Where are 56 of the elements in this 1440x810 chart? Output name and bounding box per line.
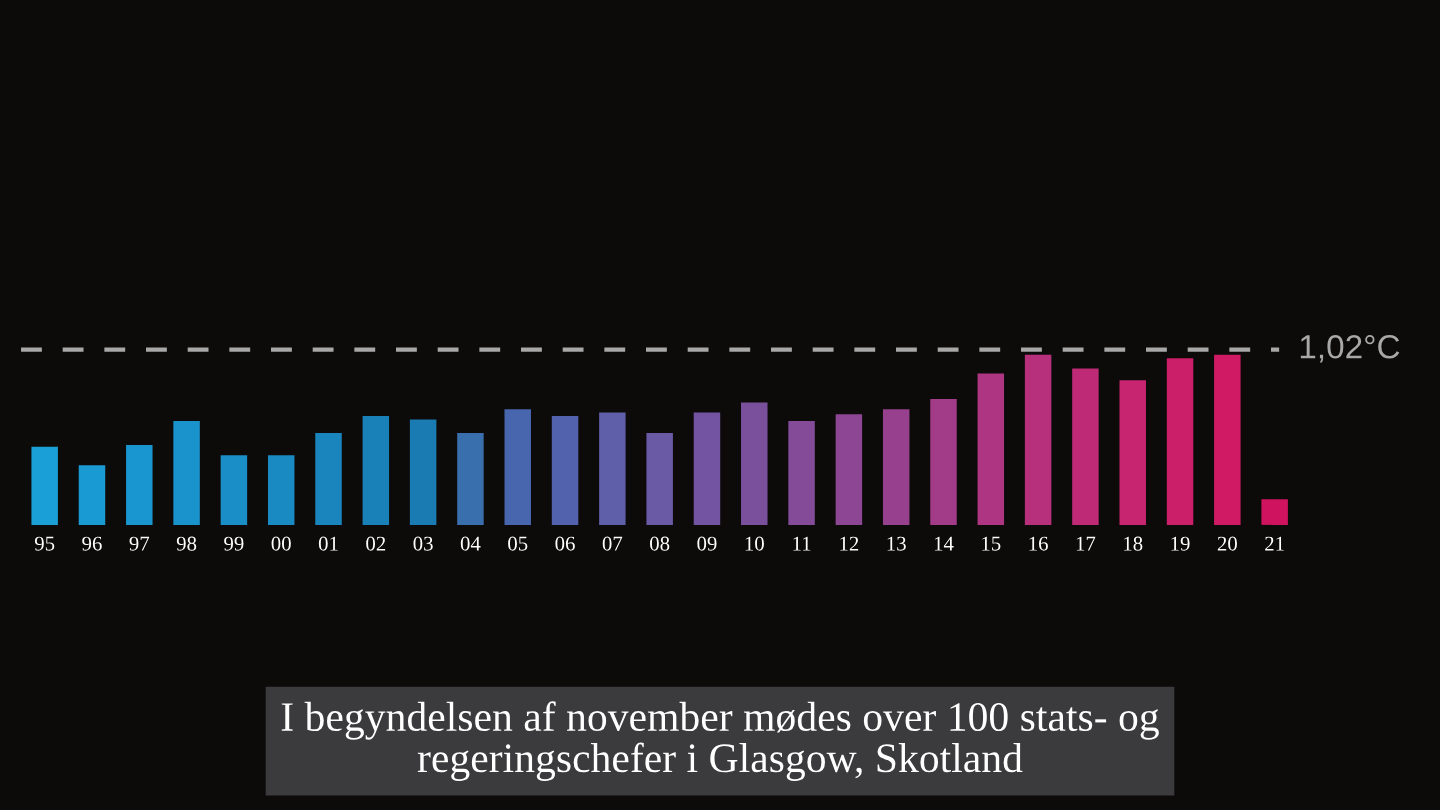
x-tick-label: 06 bbox=[555, 536, 575, 551]
x-tick-label: 99 bbox=[224, 536, 244, 551]
bar bbox=[1166, 358, 1194, 525]
x-tick-label: 10 bbox=[745, 536, 764, 551]
bar bbox=[1024, 354, 1052, 525]
bar bbox=[1119, 380, 1146, 525]
x-tick-label: 11 bbox=[793, 536, 811, 551]
x-tick-label: 12 bbox=[840, 536, 859, 551]
bar bbox=[457, 433, 484, 525]
bar bbox=[220, 455, 248, 525]
x-tick-label: 13 bbox=[887, 536, 906, 551]
x-tick-label: 03 bbox=[413, 536, 433, 551]
bar bbox=[78, 465, 106, 525]
bar bbox=[504, 409, 531, 525]
bar bbox=[646, 433, 673, 525]
bar bbox=[741, 402, 768, 525]
bar bbox=[31, 446, 58, 525]
x-tick-label: 95 bbox=[34, 536, 55, 551]
bar bbox=[977, 373, 1005, 525]
x-tick-label: 09 bbox=[697, 536, 717, 551]
x-tick-label: 16 bbox=[1029, 536, 1048, 551]
x-tick-label: 05 bbox=[508, 536, 528, 551]
x-tick-label: 18 bbox=[1124, 536, 1143, 551]
x-tick-label: 08 bbox=[650, 536, 670, 551]
x-tick-label: 21 bbox=[1265, 536, 1284, 551]
bar bbox=[409, 419, 437, 525]
x-tick-label: 07 bbox=[602, 536, 623, 551]
bar bbox=[173, 421, 200, 525]
x-tick-label: 20 bbox=[1217, 536, 1237, 551]
bar bbox=[788, 421, 815, 525]
x-tick-label: 00 bbox=[271, 536, 291, 551]
bar bbox=[835, 414, 863, 525]
bar bbox=[551, 416, 579, 525]
bar bbox=[1214, 354, 1241, 525]
bar bbox=[1261, 499, 1288, 525]
x-tick-label: 15 bbox=[982, 536, 1001, 551]
x-tick-label: 98 bbox=[176, 536, 197, 551]
bar bbox=[267, 455, 295, 525]
x-tick-label: 14 bbox=[934, 536, 954, 551]
x-tick-label: 04 bbox=[460, 536, 481, 551]
bar bbox=[315, 433, 342, 525]
x-tick-label: 01 bbox=[318, 536, 338, 551]
bar bbox=[599, 412, 626, 525]
bar bbox=[693, 412, 721, 525]
x-tick-label: 96 bbox=[82, 536, 102, 551]
x-tick-label: 97 bbox=[129, 536, 150, 551]
bar bbox=[1072, 368, 1099, 525]
ref-line-label: 1,02°C bbox=[1300, 335, 1400, 363]
x-tick-label: 02 bbox=[366, 536, 386, 551]
bar bbox=[882, 409, 910, 525]
bar bbox=[126, 444, 153, 525]
x-tick-label: 19 bbox=[1171, 536, 1190, 551]
bar bbox=[362, 416, 390, 525]
x-tick-label: 17 bbox=[1076, 536, 1096, 551]
text: I begyndelsen af november mødes over 100 stats- og regeringschefer i Glasgow, Skotland bbox=[281, 701, 1159, 781]
bar bbox=[930, 399, 957, 525]
